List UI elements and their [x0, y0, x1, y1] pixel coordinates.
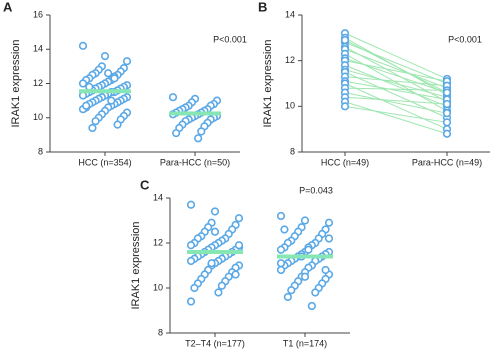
data-point — [186, 200, 196, 209]
pair-line — [344, 53, 448, 112]
y-tick-label: 8 — [290, 146, 295, 156]
data-point — [217, 281, 226, 290]
pair-line — [344, 71, 448, 119]
mean-bar — [169, 111, 221, 116]
data-point — [442, 129, 452, 138]
data-point — [276, 245, 286, 254]
x-tick-label: T2–T4 (n=177) — [185, 338, 245, 348]
data-point — [276, 265, 286, 275]
data-point — [110, 74, 119, 83]
data-point — [324, 234, 334, 243]
data-point — [186, 256, 196, 266]
y-tick-label: 8 — [158, 327, 163, 337]
pair-line — [344, 48, 448, 89]
data-point — [442, 118, 452, 127]
panel-label: A — [3, 0, 13, 14]
data-point — [207, 259, 216, 268]
p-value: P<0.001 — [448, 34, 482, 44]
data-point — [340, 36, 350, 45]
data-point — [172, 129, 181, 138]
pair-line — [344, 64, 448, 107]
y-tick-label: 10 — [285, 101, 295, 111]
data-point — [122, 57, 132, 66]
y-tick-label: 10 — [33, 112, 43, 122]
data-point — [280, 225, 289, 234]
data-point — [190, 283, 199, 293]
y-axis-label: IRAK1 expression — [10, 39, 22, 127]
data-point — [234, 241, 244, 250]
panel-label: B — [258, 0, 267, 14]
data-point — [340, 102, 350, 111]
data-point — [107, 96, 116, 105]
y-axis-label: IRAK1 expression — [262, 39, 274, 127]
data-point — [88, 123, 97, 133]
data-point — [287, 286, 296, 295]
data-point — [231, 270, 240, 279]
pair-line — [344, 101, 448, 135]
pair-line — [344, 60, 448, 82]
y-tick-label: 10 — [153, 282, 163, 292]
data-point — [186, 241, 196, 250]
y-tick-label: 8 — [38, 146, 43, 156]
data-point — [210, 207, 220, 216]
pair-line — [344, 96, 448, 105]
data-point — [78, 41, 88, 50]
data-point — [311, 288, 320, 297]
x-tick-label: HCC (n=354) — [78, 157, 131, 167]
data-point — [168, 93, 178, 102]
y-tick-label: 12 — [153, 237, 163, 247]
pair-line — [344, 32, 448, 80]
data-point — [442, 109, 452, 118]
data-point — [307, 301, 316, 311]
pair-line — [344, 39, 448, 94]
x-tick-label: HCC (n=49) — [321, 157, 369, 167]
x-tick-label: Para-HCC (n=50) — [160, 157, 230, 167]
y-tick-label: 14 — [33, 44, 43, 54]
x-tick-label: Para-HCC (n=49) — [412, 157, 482, 167]
data-point — [100, 51, 110, 61]
mean-bar — [187, 250, 243, 254]
pair-line — [344, 87, 448, 91]
p-value: P=0.043 — [299, 185, 333, 195]
data-point — [113, 120, 122, 129]
data-point — [304, 245, 313, 254]
data-point — [324, 218, 334, 227]
x-tick-label: T1 (n=174) — [283, 338, 327, 348]
data-point — [91, 117, 100, 126]
y-tick-label: 12 — [33, 78, 43, 88]
y-tick-label: 14 — [285, 9, 295, 19]
mean-bar — [277, 254, 333, 259]
data-point — [104, 69, 113, 78]
data-point — [442, 99, 452, 109]
mean-bar — [79, 89, 131, 94]
pair-line — [344, 69, 448, 98]
pair-line — [344, 83, 448, 130]
data-point — [234, 214, 244, 223]
data-point — [300, 272, 310, 281]
p-value: P<0.001 — [213, 34, 247, 44]
y-tick-label: 14 — [153, 192, 163, 202]
data-point — [210, 227, 220, 236]
y-axis-label: IRAK1 expression — [130, 221, 142, 309]
data-point — [186, 297, 196, 306]
data-point — [82, 101, 91, 110]
data-point — [442, 88, 452, 97]
data-point — [300, 216, 310, 225]
pair-line — [344, 80, 448, 100]
panel-label: C — [140, 177, 150, 192]
data-point — [78, 79, 88, 88]
data-point — [283, 292, 292, 302]
data-point — [194, 134, 203, 143]
data-point — [276, 211, 286, 221]
data-point — [197, 127, 206, 136]
pair-line — [344, 105, 448, 123]
y-tick-label: 12 — [285, 55, 295, 65]
pair-line — [344, 92, 448, 114]
data-point — [321, 265, 330, 275]
data-point — [276, 259, 286, 268]
y-tick-label: 16 — [33, 9, 43, 19]
data-point — [214, 288, 223, 297]
